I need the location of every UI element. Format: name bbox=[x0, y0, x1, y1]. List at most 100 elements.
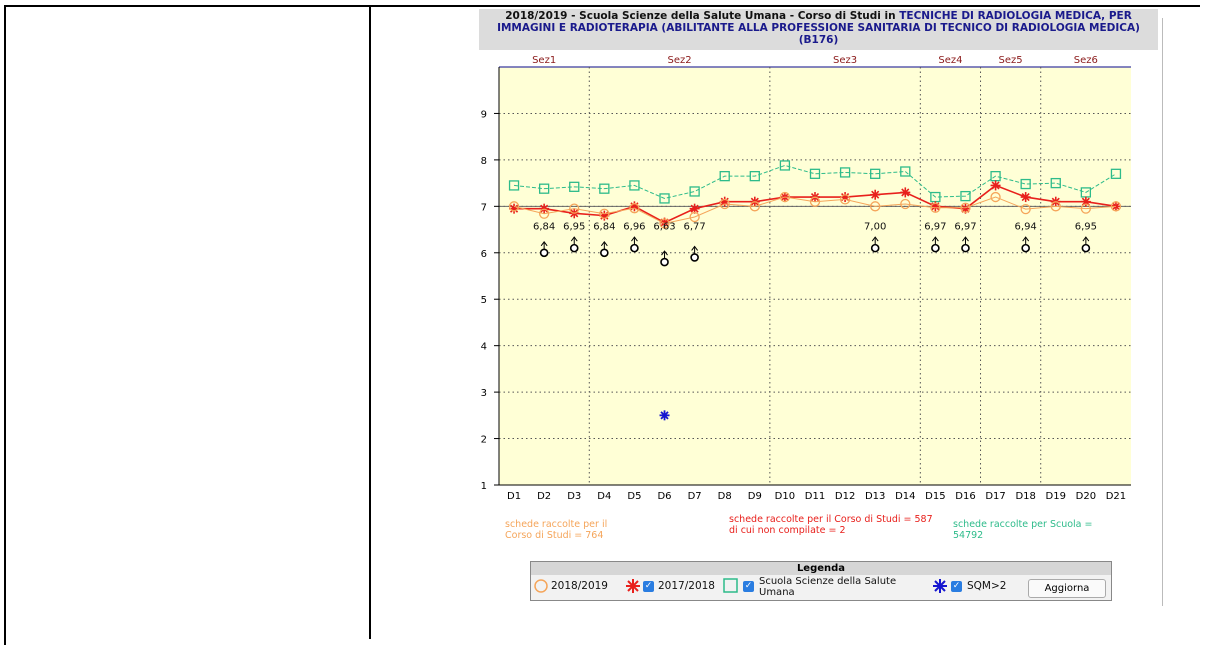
point-current bbox=[990, 191, 1001, 203]
point-prev-stroke bbox=[509, 204, 519, 213]
point-prev bbox=[870, 189, 881, 200]
y-tick-label: 9 bbox=[481, 109, 487, 120]
y-tick-label: 4 bbox=[481, 342, 487, 353]
section-label: Sez4 bbox=[938, 55, 962, 66]
marker-below-dot bbox=[931, 243, 940, 253]
x-tick-label: D5 bbox=[627, 491, 641, 502]
marker-below bbox=[569, 236, 579, 253]
legend-prev-checkbox[interactable]: ✓ bbox=[643, 581, 654, 592]
x-tick-label: D6 bbox=[657, 491, 671, 502]
marker-below-dot bbox=[870, 243, 880, 253]
point-current bbox=[839, 194, 851, 205]
point-school bbox=[870, 168, 881, 179]
right-border bbox=[1162, 18, 1163, 606]
point-school bbox=[749, 170, 760, 182]
chart-title: 2018/2019 - Scuola Scienze della Salute … bbox=[479, 9, 1158, 50]
point-school bbox=[629, 180, 640, 191]
marker-below-arrow bbox=[631, 236, 638, 242]
y-tick-label: 7 bbox=[481, 202, 487, 213]
point-current bbox=[538, 208, 550, 219]
legend-school-checkbox[interactable]: ✓ bbox=[743, 581, 754, 592]
column-separator bbox=[369, 5, 371, 639]
x-tick-label: D15 bbox=[925, 491, 945, 502]
y-tick-label: 1 bbox=[481, 481, 487, 492]
y-tick-label: 2 bbox=[481, 435, 487, 446]
legend-heading: Legenda bbox=[531, 562, 1111, 575]
point-current bbox=[870, 201, 881, 212]
value-label: 6,95 bbox=[1075, 222, 1097, 233]
x-tick-label: D14 bbox=[895, 491, 915, 502]
marker-below bbox=[931, 236, 940, 253]
point-school bbox=[809, 168, 821, 179]
point-prev-stroke bbox=[901, 188, 910, 197]
marker-below-arrow bbox=[600, 240, 608, 247]
point-school bbox=[839, 167, 851, 178]
point-current bbox=[599, 208, 610, 219]
point-prev-stroke bbox=[1081, 197, 1090, 206]
marker-below bbox=[660, 250, 669, 267]
marker-below-dot bbox=[660, 257, 669, 267]
x-tick-label: D4 bbox=[597, 491, 611, 502]
legend-current-label: 2018/2019 bbox=[551, 580, 608, 592]
value-label: 6,95 bbox=[563, 222, 585, 233]
x-tick-label: D12 bbox=[835, 491, 855, 502]
marker-below bbox=[630, 236, 639, 253]
legend-sqm-symbol bbox=[933, 579, 947, 593]
point-prev-stroke bbox=[720, 197, 729, 206]
marker-below-dot bbox=[1081, 243, 1091, 253]
x-tick-label: D20 bbox=[1076, 491, 1096, 502]
value-label: 6,77 bbox=[683, 222, 705, 233]
x-tick-label: D16 bbox=[955, 491, 975, 502]
point-prev-stroke bbox=[961, 204, 970, 213]
point-current bbox=[809, 196, 821, 207]
sqm-point-stroke bbox=[660, 411, 669, 420]
point-current bbox=[749, 201, 760, 212]
point-school bbox=[1110, 168, 1122, 179]
marker-below bbox=[690, 245, 699, 262]
x-tick-label: D17 bbox=[985, 491, 1005, 502]
x-tick-label: D2 bbox=[537, 491, 551, 502]
marker-below-dot bbox=[600, 248, 609, 258]
marker-below-arrow bbox=[540, 240, 548, 247]
point-school bbox=[538, 183, 550, 194]
value-label: 6,84 bbox=[533, 222, 555, 233]
chart-title-course: TECNICHE DI RADIOLOGIA MEDICA, PER IMMAG… bbox=[497, 10, 1140, 46]
value-label: 6,97 bbox=[924, 222, 946, 233]
point-current bbox=[689, 211, 700, 223]
note-cds-current: schede raccolte per il Corso di Studi = … bbox=[505, 519, 608, 541]
marker-below bbox=[600, 240, 609, 258]
x-tick-label: D7 bbox=[688, 491, 702, 502]
point-prev-stroke bbox=[871, 190, 880, 199]
marker-below-dot bbox=[1021, 243, 1030, 253]
note-cds-prev: schede raccolte per il Corso di Studi = … bbox=[729, 514, 939, 536]
point-prev bbox=[900, 187, 911, 198]
chart-title-prefix: 2018/2019 - Scuola Scienze della Salute … bbox=[505, 10, 900, 22]
x-tick-label: D18 bbox=[1015, 491, 1035, 502]
point-school bbox=[689, 186, 700, 197]
point-school bbox=[508, 180, 520, 191]
marker-below-dot bbox=[539, 248, 549, 258]
legend-box: Legenda 2018/2019 ✓ 2017/2018 ✓ Scuola S… bbox=[530, 561, 1112, 601]
point-prev bbox=[990, 180, 1001, 191]
sqm-point bbox=[659, 410, 670, 421]
point-prev-stroke bbox=[991, 181, 1000, 190]
marker-below-arrow bbox=[661, 250, 668, 256]
legend-sqm-label: SQM>2 bbox=[967, 580, 1007, 592]
point-current bbox=[1050, 201, 1061, 212]
update-button[interactable]: Aggiorna bbox=[1028, 579, 1106, 598]
marker-below-dot bbox=[569, 243, 579, 253]
point-school bbox=[960, 190, 971, 202]
marker-below-arrow bbox=[871, 236, 879, 242]
point-prev bbox=[1020, 192, 1031, 203]
point-current bbox=[719, 198, 730, 210]
legend-school-symbol bbox=[723, 578, 738, 593]
point-school bbox=[599, 183, 610, 194]
legend-current-symbol bbox=[534, 579, 548, 593]
value-label: 6,97 bbox=[954, 222, 976, 233]
page-frame bbox=[4, 5, 1200, 645]
series-line-school bbox=[513, 164, 1117, 199]
point-current bbox=[930, 202, 941, 213]
point-prev-stroke bbox=[660, 218, 669, 227]
legend-sqm-checkbox[interactable]: ✓ bbox=[951, 581, 962, 592]
x-tick-label: D13 bbox=[865, 491, 885, 502]
